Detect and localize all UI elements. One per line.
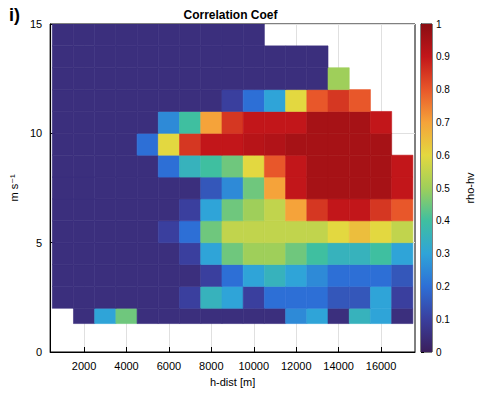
svg-text:0.2: 0.2 [436, 281, 450, 292]
svg-text:0: 0 [36, 346, 42, 358]
svg-text:0.7: 0.7 [436, 117, 450, 128]
svg-text:i): i) [9, 5, 20, 25]
svg-text:0.9: 0.9 [436, 51, 450, 62]
svg-text:0.6: 0.6 [436, 150, 450, 161]
svg-text:5: 5 [36, 237, 42, 249]
svg-text:12000: 12000 [281, 360, 312, 372]
svg-text:4000: 4000 [114, 360, 138, 372]
svg-text:rho-hv: rho-hv [464, 172, 476, 204]
svg-text:0.1: 0.1 [436, 314, 450, 325]
svg-text:Correlation Coef: Correlation Coef [183, 8, 278, 22]
svg-text:0.5: 0.5 [436, 183, 450, 194]
svg-text:2000: 2000 [72, 360, 96, 372]
svg-text:0.4: 0.4 [436, 215, 450, 226]
svg-text:0: 0 [436, 347, 442, 358]
svg-text:10000: 10000 [238, 360, 269, 372]
svg-text:14000: 14000 [323, 360, 354, 372]
svg-text:15: 15 [30, 18, 42, 30]
svg-text:0.3: 0.3 [436, 248, 450, 259]
svg-text:h-dist [m]: h-dist [m] [210, 376, 255, 388]
svg-text:1: 1 [436, 19, 442, 30]
svg-text:0.8: 0.8 [436, 84, 450, 95]
svg-text:10: 10 [30, 127, 42, 139]
svg-text:6000: 6000 [157, 360, 181, 372]
svg-text:8000: 8000 [199, 360, 223, 372]
svg-text:m s⁻¹: m s⁻¹ [8, 174, 20, 202]
svg-text:16000: 16000 [366, 360, 397, 372]
